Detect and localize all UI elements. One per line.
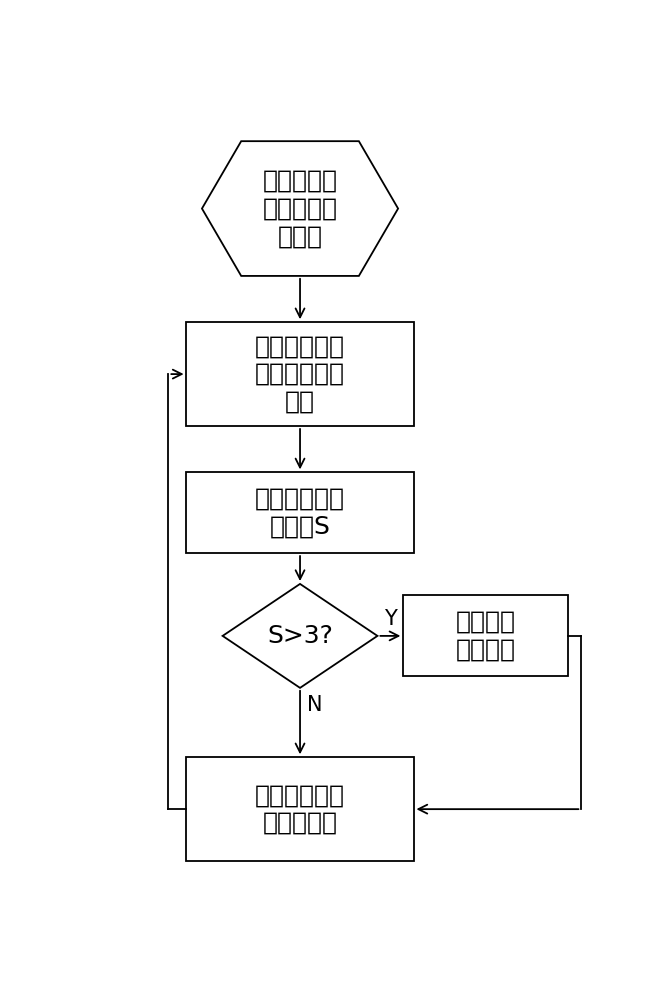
Polygon shape	[222, 584, 378, 688]
Text: Y: Y	[384, 609, 397, 629]
Bar	[186, 322, 414, 426]
Text: 模型预测得到
预测值和预测
方差: 模型预测得到 预测值和预测 方差	[255, 334, 345, 414]
Text: 计算周跳探测
统计量S: 计算周跳探测 统计量S	[255, 487, 345, 539]
Bar	[403, 595, 568, 676]
Text: S>3?: S>3?	[267, 624, 333, 648]
Text: 更新贯序极限
学习机模型: 更新贯序极限 学习机模型	[255, 783, 345, 835]
Bar	[186, 472, 414, 553]
Text: 训练初始贯
序极限学习
机模型: 训练初始贯 序极限学习 机模型	[262, 169, 338, 248]
Text: N: N	[307, 695, 322, 715]
Polygon shape	[202, 141, 398, 276]
Bar	[186, 757, 414, 861]
Text: 发生周跳
修复周跳: 发生周跳 修复周跳	[456, 610, 516, 662]
